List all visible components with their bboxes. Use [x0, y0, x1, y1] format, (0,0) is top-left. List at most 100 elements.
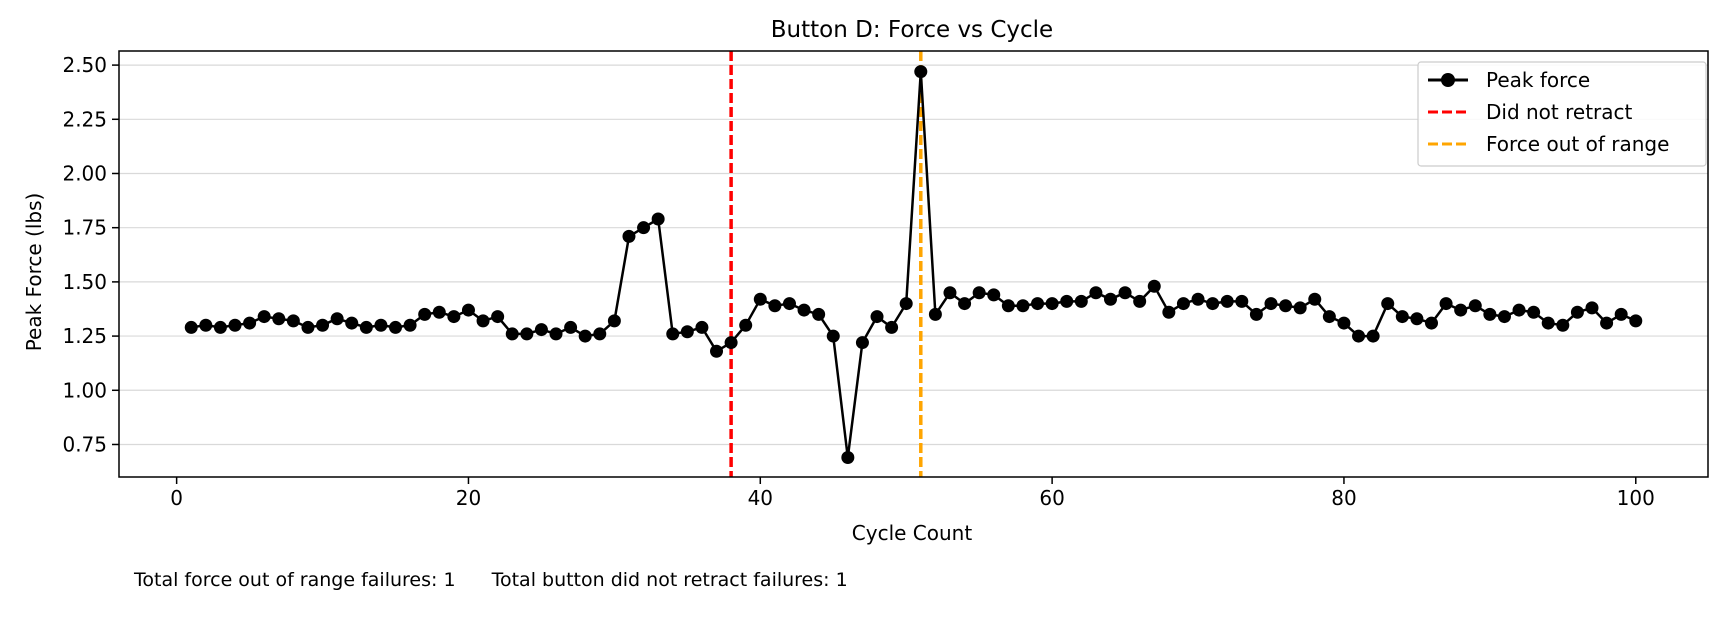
- data-point: [1352, 329, 1366, 343]
- y-axis-label: Peak Force (lbs): [22, 193, 46, 352]
- data-point: [1264, 297, 1278, 311]
- data-point: [987, 288, 1001, 302]
- data-point: [724, 336, 738, 350]
- legend-item-did-not-retract: Did not retract: [1428, 100, 1633, 124]
- x-axis-label: Cycle Count: [852, 521, 973, 545]
- data-point: [301, 320, 315, 334]
- data-point: [1541, 316, 1555, 330]
- data-point: [1512, 303, 1526, 317]
- data-point: [1176, 297, 1190, 311]
- data-point: [1147, 279, 1161, 293]
- data-point: [782, 297, 796, 311]
- data-point: [1468, 299, 1482, 313]
- data-point: [520, 327, 534, 341]
- data-point: [1497, 310, 1511, 324]
- plot-frame: [118, 50, 1709, 478]
- data-point: [1235, 294, 1249, 308]
- series-peak-force: [184, 65, 1643, 464]
- data-point: [1585, 301, 1599, 315]
- data-point: [1031, 297, 1045, 311]
- data-point: [257, 310, 271, 324]
- data-point: [564, 320, 578, 334]
- data-point: [958, 297, 972, 311]
- data-point: [418, 307, 432, 321]
- x-tick-label: 100: [1617, 486, 1655, 510]
- data-point: [534, 323, 548, 337]
- data-point: [389, 320, 403, 334]
- data-point: [447, 310, 461, 324]
- data-point: [491, 310, 505, 324]
- data-point: [870, 310, 884, 324]
- data-point: [1424, 316, 1438, 330]
- retract-failures-count: Total button did not retract failures: 1: [491, 569, 848, 591]
- legend-label-did-not-retract: Did not retract: [1486, 100, 1633, 124]
- y-tick-label: 2.25: [62, 107, 107, 131]
- data-point: [812, 307, 826, 321]
- data-point: [1045, 297, 1059, 311]
- data-point: [1454, 303, 1468, 317]
- x-tick-label: 60: [1039, 486, 1064, 510]
- data-point: [797, 303, 811, 317]
- data-point: [914, 65, 928, 79]
- legend-label-force-out-of-range: Force out of range: [1486, 132, 1669, 156]
- data-point: [272, 312, 286, 326]
- data-point: [1629, 314, 1643, 328]
- data-point: [899, 297, 913, 311]
- failure-markers: [729, 51, 923, 477]
- data-point: [184, 320, 198, 334]
- data-point: [1220, 294, 1234, 308]
- data-point: [1074, 294, 1088, 308]
- legend-item-peak-force: Peak force: [1428, 68, 1590, 92]
- data-point: [768, 299, 782, 313]
- data-point: [695, 320, 709, 334]
- data-point: [1293, 301, 1307, 315]
- data-point: [345, 316, 359, 330]
- x-tick-label: 0: [170, 486, 183, 510]
- data-point: [1527, 305, 1541, 319]
- data-point: [666, 327, 680, 341]
- data-point: [213, 320, 227, 334]
- data-point: [432, 305, 446, 319]
- series-line: [191, 70, 1637, 459]
- x-tick-label: 20: [456, 486, 481, 510]
- data-point: [928, 307, 942, 321]
- data-point: [593, 327, 607, 341]
- legend: Peak force Did not retract Force out of …: [1417, 61, 1707, 167]
- data-point: [1483, 307, 1497, 321]
- data-point: [1322, 310, 1336, 324]
- y-tick-label: 1.00: [62, 378, 107, 402]
- data-point: [1279, 299, 1293, 313]
- data-point: [505, 327, 519, 341]
- data-point: [330, 312, 344, 326]
- data-point: [228, 318, 242, 332]
- data-point: [1016, 299, 1030, 313]
- data-point: [1001, 299, 1015, 313]
- data-point: [403, 318, 417, 332]
- data-point: [476, 314, 490, 328]
- data-point: [1337, 316, 1351, 330]
- y-tick-label: 1.75: [62, 216, 107, 240]
- data-point: [1133, 294, 1147, 308]
- x-axis-ticks: 0 20 40 60 80 100: [170, 477, 1655, 510]
- y-axis-ticks: 0.75 1.00 1.25 1.50 1.75 2.00 2.25 2.50: [62, 53, 119, 456]
- data-point: [199, 318, 213, 332]
- y-tick-label: 1.50: [62, 270, 107, 294]
- data-point: [316, 318, 330, 332]
- data-point: [651, 212, 665, 226]
- data-point: [1308, 292, 1322, 306]
- data-point: [943, 286, 957, 300]
- legend-marker-icon: [1441, 73, 1455, 87]
- data-point: [243, 316, 257, 330]
- data-point: [1600, 316, 1614, 330]
- data-point: [855, 336, 869, 350]
- data-point: [1191, 292, 1205, 306]
- data-point: [1439, 297, 1453, 311]
- data-point: [710, 344, 724, 358]
- data-point: [1570, 305, 1584, 319]
- legend-box: [1417, 61, 1707, 167]
- force-failures-count: Total force out of range failures: 1: [134, 569, 456, 591]
- data-point: [753, 292, 767, 306]
- data-point: [1614, 307, 1628, 321]
- data-point: [1249, 307, 1263, 321]
